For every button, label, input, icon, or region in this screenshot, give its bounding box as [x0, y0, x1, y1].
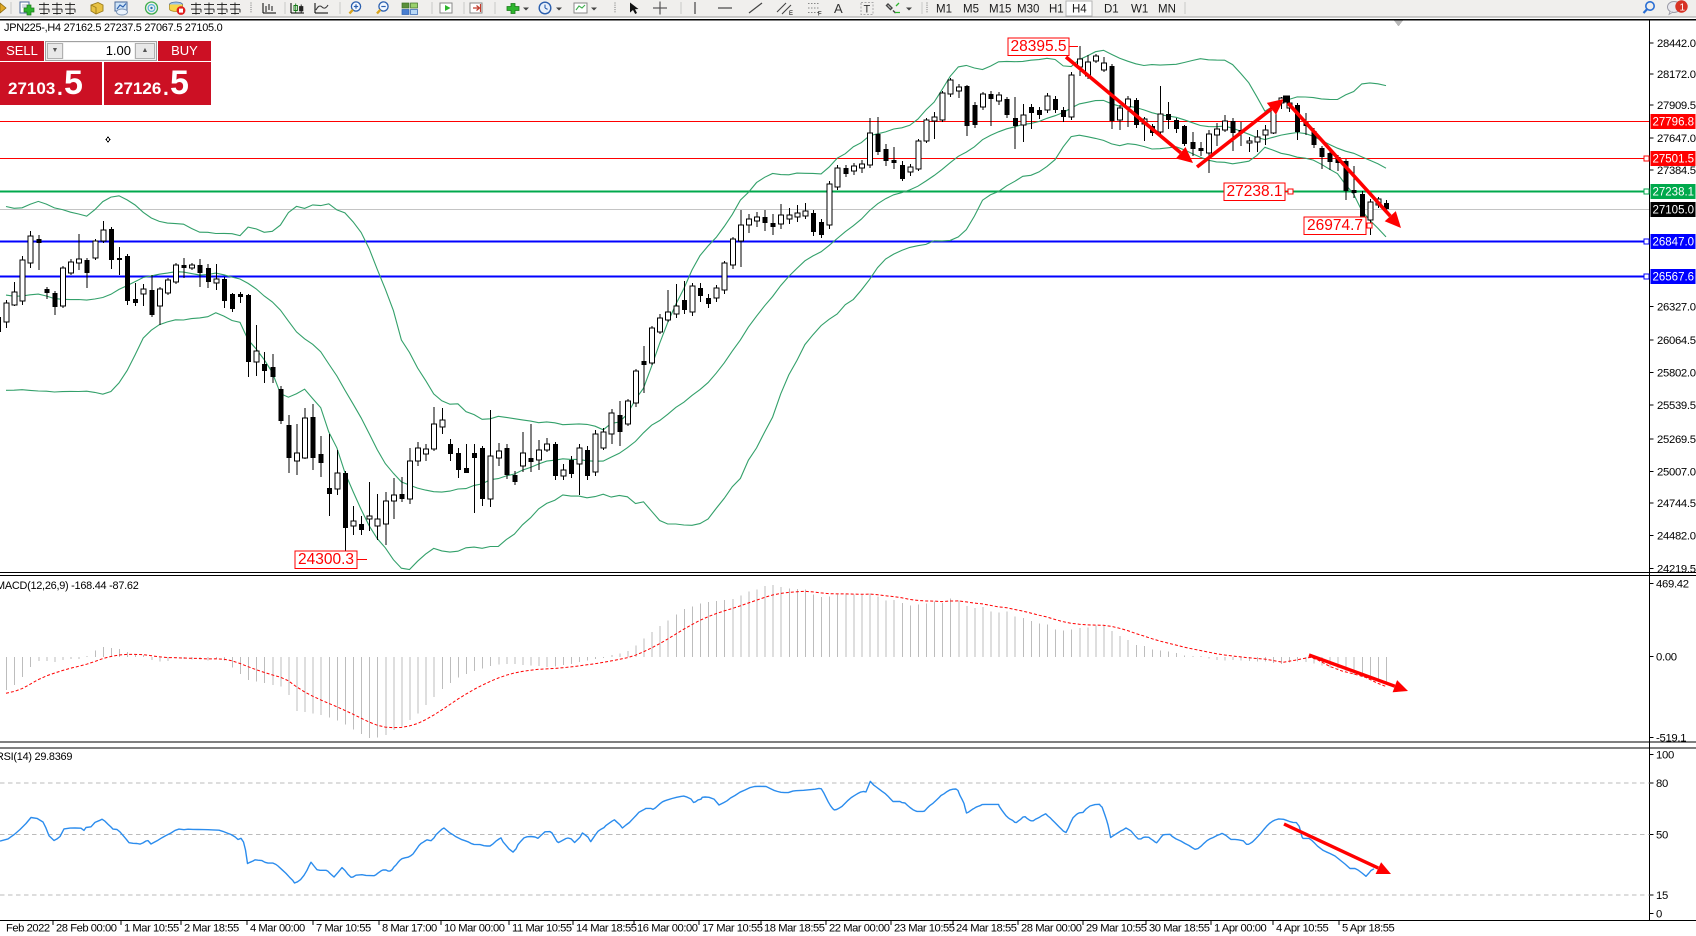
svg-text:17 Mar 10:55: 17 Mar 10:55 [702, 923, 763, 935]
svg-text:27909.5: 27909.5 [1657, 100, 1696, 112]
svg-text:24300.3: 24300.3 [298, 551, 354, 568]
svg-text:27796.8: 27796.8 [1653, 117, 1695, 129]
svg-text:28 Feb 00:00: 28 Feb 00:00 [56, 923, 117, 935]
svg-text:1: 1 [1680, 3, 1686, 14]
svg-text:M1: M1 [936, 4, 952, 16]
svg-text:18 Mar 18:55: 18 Mar 18:55 [764, 923, 825, 935]
svg-text:23 Mar 10:55: 23 Mar 10:55 [894, 923, 955, 935]
svg-text:H4: H4 [1072, 4, 1087, 16]
svg-text:4 Apr 10:55: 4 Apr 10:55 [1276, 923, 1329, 935]
svg-text:2 Mar 18:55: 2 Mar 18:55 [184, 923, 239, 935]
svg-text:26567.6: 26567.6 [1653, 272, 1695, 284]
svg-text:0: 0 [1656, 909, 1662, 921]
svg-text:10 Mar 00:00: 10 Mar 00:00 [444, 923, 505, 935]
svg-text:22 Mar 00:00: 22 Mar 00:00 [829, 923, 890, 935]
svg-text:25007.0: 25007.0 [1657, 467, 1696, 479]
svg-text:1 Apr 00:00: 1 Apr 00:00 [1214, 923, 1267, 935]
svg-text:E: E [789, 11, 793, 17]
svg-text:8 Mar 17:00: 8 Mar 17:00 [382, 923, 437, 935]
svg-text:15: 15 [1656, 890, 1668, 902]
svg-text:25539.5: 25539.5 [1657, 400, 1696, 412]
svg-text:7 Mar 10:55: 7 Mar 10:55 [316, 923, 371, 935]
svg-text:14 Mar 18:55: 14 Mar 18:55 [576, 923, 637, 935]
svg-text:26064.5: 26064.5 [1657, 335, 1696, 347]
svg-text:MN: MN [1158, 4, 1176, 16]
svg-text:JPN225-,H4 27162.5 27237.5 27: JPN225-,H4 27162.5 27237.5 27067.5 27105… [4, 22, 223, 34]
svg-text:25269.5: 25269.5 [1657, 434, 1696, 446]
svg-text:25802.0: 25802.0 [1657, 368, 1696, 380]
svg-text:29 Mar 10:55: 29 Mar 10:55 [1086, 923, 1147, 935]
svg-text:W1: W1 [1131, 4, 1148, 16]
svg-text:11 Mar 10:55: 11 Mar 10:55 [512, 923, 572, 935]
svg-text:1 Mar 10:55: 1 Mar 10:55 [124, 923, 179, 935]
svg-text:A: A [834, 1, 843, 16]
svg-text:27238.1: 27238.1 [1226, 183, 1282, 200]
svg-text:27647.0: 27647.0 [1657, 133, 1696, 145]
svg-text:27501.5: 27501.5 [1653, 154, 1695, 166]
svg-text:M30: M30 [1017, 4, 1039, 16]
svg-text:0.00: 0.00 [1656, 652, 1677, 664]
svg-text:28 Mar 00:00: 28 Mar 00:00 [1021, 923, 1082, 935]
svg-text:M15: M15 [989, 4, 1011, 16]
svg-text:16 Mar 00:00: 16 Mar 00:00 [637, 923, 698, 935]
svg-text:26327.0: 26327.0 [1657, 301, 1696, 313]
svg-text:H1: H1 [1049, 4, 1064, 16]
svg-text:RSI(14) 29.8369: RSI(14) 29.8369 [0, 751, 72, 763]
svg-text:24219.5: 24219.5 [1657, 564, 1696, 576]
svg-text:26847.0: 26847.0 [1653, 237, 1695, 249]
svg-text:4 Mar 00:00: 4 Mar 00:00 [250, 923, 305, 935]
svg-text:50: 50 [1656, 830, 1668, 842]
svg-text:27238.1: 27238.1 [1653, 187, 1695, 199]
svg-text:30 Mar 18:55: 30 Mar 18:55 [1149, 923, 1210, 935]
svg-text:F: F [818, 12, 822, 18]
svg-text:T: T [864, 4, 871, 16]
svg-text:24 Mar 18:55: 24 Mar 18:55 [956, 923, 1017, 935]
svg-text:28395.5: 28395.5 [1010, 38, 1066, 55]
svg-text:100: 100 [1656, 750, 1674, 762]
svg-text:5 Apr 18:55: 5 Apr 18:55 [1342, 923, 1395, 935]
svg-text:27384.5: 27384.5 [1657, 165, 1696, 177]
svg-text:24744.5: 24744.5 [1657, 498, 1696, 510]
svg-text:M5: M5 [963, 4, 979, 16]
svg-text:28172.0: 28172.0 [1657, 69, 1696, 81]
svg-text:D1: D1 [1104, 4, 1119, 16]
svg-text:80: 80 [1656, 778, 1668, 790]
svg-text:28442.0: 28442.0 [1657, 38, 1696, 50]
svg-text:MACD(12,26,9) -168.44 -87.62: MACD(12,26,9) -168.44 -87.62 [0, 580, 139, 592]
svg-text:24482.0: 24482.0 [1657, 531, 1696, 543]
svg-text:27105.0: 27105.0 [1653, 205, 1695, 217]
svg-text:469.42: 469.42 [1656, 579, 1689, 591]
svg-text:26974.7: 26974.7 [1307, 217, 1363, 234]
svg-text:Feb 2022: Feb 2022 [6, 923, 50, 935]
svg-text:-519.1: -519.1 [1656, 733, 1686, 745]
